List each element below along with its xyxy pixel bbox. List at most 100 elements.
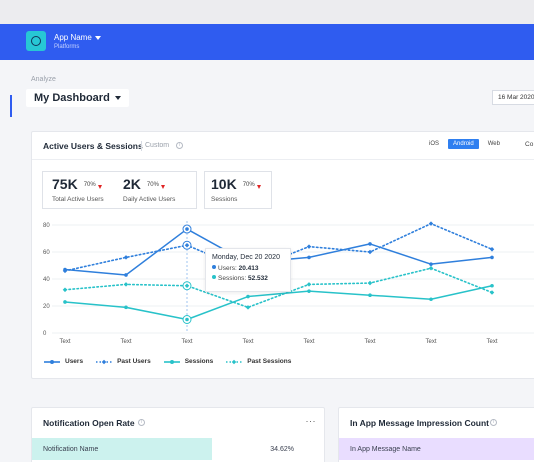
data-point[interactable] (306, 244, 312, 249)
data-point[interactable] (367, 280, 373, 286)
tab-overflow[interactable]: Co (525, 141, 534, 148)
data-point[interactable] (489, 247, 495, 252)
row-label: In App Message Name (350, 446, 421, 453)
info-icon[interactable]: i (138, 419, 145, 426)
info-icon[interactable]: i (176, 142, 183, 149)
x-tick-label: Text (303, 339, 314, 345)
card-divider (32, 159, 534, 160)
info-icon[interactable]: i (490, 419, 497, 426)
notification-open-rate-card: Notification Open Rate i ··· Notificatio… (31, 407, 325, 462)
data-point[interactable] (62, 287, 68, 293)
tooltip-users-value: 20.413 (238, 265, 259, 272)
card-title: In App Message Impression Count (350, 418, 490, 428)
data-point[interactable] (489, 290, 495, 295)
legend-item-sessions[interactable]: Sessions (163, 358, 214, 365)
kpi-group-sessions: 10K 70% Sessions (204, 171, 272, 209)
trend-down-icon (97, 185, 102, 189)
legend-item-users[interactable]: Users (43, 358, 83, 365)
row-label: Notification Name (43, 446, 99, 453)
data-point[interactable] (124, 273, 128, 277)
sessions-dot-icon (212, 275, 216, 279)
data-point[interactable] (185, 317, 189, 322)
trend-down-icon (160, 185, 165, 189)
kpi-group-users: 75K 70% Total Active Users 2K 70% Daily Ac… (42, 171, 197, 209)
page-title: My Dashboard (34, 92, 110, 104)
dashboard-selector[interactable]: My Dashboard (26, 89, 129, 107)
browser-top-strip (0, 0, 534, 24)
card-title: Active Users & Sessions (43, 141, 143, 151)
tooltip-sessions-value: 52.532 (248, 275, 268, 282)
data-point[interactable] (307, 255, 311, 260)
series-line-past-sessions[interactable] (64, 267, 493, 309)
kpi-value: 75K (52, 176, 78, 192)
y-tick-label: 80 (43, 223, 50, 229)
custom-range-label[interactable]: Custom (145, 142, 170, 149)
data-point[interactable] (490, 255, 494, 260)
data-point[interactable] (245, 305, 251, 310)
x-tick-label: Text (59, 339, 70, 345)
legend-label: Past Sessions (247, 358, 292, 365)
data-point[interactable] (368, 242, 372, 246)
x-tick-label: Text (425, 339, 436, 345)
tooltip-sessions-row: Sessions: 52.532 (212, 275, 284, 282)
kpi-total-active-users: 75K 70% Total Active Users (52, 176, 104, 203)
tab-web[interactable]: Web (487, 141, 500, 147)
app-header-bar: App Name Platforms (0, 24, 534, 60)
app-name: App Name (54, 33, 92, 42)
data-point[interactable] (306, 282, 312, 287)
series-line-sessions[interactable] (64, 285, 493, 321)
trend-down-icon (256, 185, 261, 189)
line-chart[interactable]: 0 20 40 60 80 Text Text Text Text Text Text Text Tex… (32, 132, 534, 362)
more-icon[interactable]: ··· (305, 416, 316, 426)
chevron-down-icon (94, 35, 101, 40)
kpi-value: 10K (211, 176, 237, 192)
y-tick-label: 0 (43, 331, 47, 337)
date-picker[interactable]: 16 Mar 2020 (492, 90, 534, 105)
data-point[interactable] (185, 227, 189, 231)
data-point[interactable] (490, 283, 494, 288)
rate-bar (32, 438, 212, 460)
data-point[interactable] (124, 305, 128, 310)
tooltip-users-label: Users: (218, 265, 237, 272)
legend-label: Past Users (117, 358, 151, 365)
sidebar-active-indicator (10, 95, 12, 117)
legend-label: Sessions (184, 358, 214, 365)
data-point[interactable] (246, 294, 250, 299)
chart-tooltip: Monday, Dec 20 2020 Users: 20.413 Sessio… (205, 248, 291, 292)
x-tick-label: Text (181, 339, 192, 345)
data-point[interactable] (123, 282, 129, 287)
chart-legend: Users Past Users Sessions Past Sessions (43, 358, 291, 365)
chevron-down-icon (114, 96, 121, 100)
app-subtitle: Platforms (54, 44, 80, 50)
data-point[interactable] (184, 283, 190, 289)
legend-item-past-sessions[interactable]: Past Sessions (225, 358, 291, 365)
kpi-change: 70% (83, 182, 96, 188)
data-point[interactable] (429, 262, 433, 266)
x-tick-label: Text (486, 339, 497, 345)
x-tick-label: Text (364, 339, 375, 345)
kpi-value: 2K (123, 176, 141, 192)
kpi-label: Daily Active Users (123, 196, 176, 203)
data-point[interactable] (307, 289, 311, 293)
legend-item-past-users[interactable]: Past Users (95, 358, 151, 365)
tooltip-users-row: Users: 20.413 (212, 265, 284, 272)
app-switcher[interactable]: App Name (54, 33, 101, 42)
data-point[interactable] (368, 293, 372, 297)
title-divider (141, 141, 142, 151)
kpi-change: 70% (146, 182, 159, 188)
kpi-label: Total Active Users (52, 196, 104, 203)
legend-swatch-icon (163, 359, 180, 364)
y-tick-label: 60 (43, 250, 50, 256)
data-point[interactable] (429, 297, 433, 302)
data-point[interactable] (428, 265, 434, 271)
tab-android[interactable]: Android (448, 139, 479, 149)
platform-tabs: iOS Android Web (424, 139, 505, 149)
tab-ios[interactable]: iOS (429, 141, 440, 147)
data-point[interactable] (123, 255, 129, 260)
data-point[interactable] (63, 300, 67, 304)
active-users-sessions-card: Active Users & Sessions Custom i iOS And… (31, 131, 534, 379)
data-point[interactable] (184, 242, 190, 248)
users-dot-icon (212, 265, 216, 269)
app-logo-icon[interactable] (26, 31, 46, 51)
legend-swatch-icon (226, 359, 243, 364)
